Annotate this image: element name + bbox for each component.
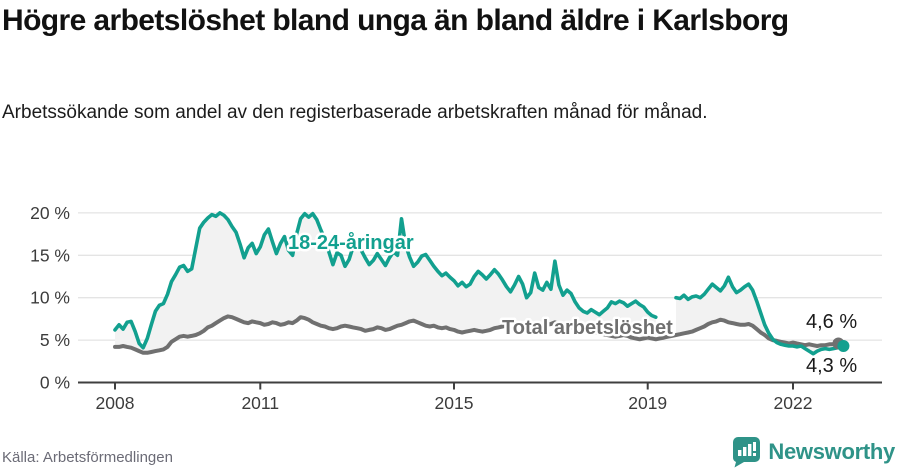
y-tick-label: 5 % (40, 330, 70, 350)
chart-subtitle: Arbetssökande som andel av den registerb… (2, 102, 708, 123)
x-tick-label: 2008 (96, 393, 135, 413)
total-series-label: Total arbetslöshet (502, 317, 673, 339)
newsworthy-logo: Newsworthy (731, 436, 895, 468)
bar-chart-speech-bubble-icon (733, 437, 761, 468)
end-value-label-total: 4,6 % (806, 311, 857, 333)
y-tick-label: 0 % (40, 373, 70, 393)
end-value-label-young: 4,3 % (806, 355, 857, 377)
x-tick-label: 2022 (774, 393, 813, 413)
y-tick-label: 10 % (30, 288, 70, 308)
x-tick-label: 2015 (435, 393, 474, 413)
x-tick-label: 2019 (628, 393, 667, 413)
young-series-label: 18-24-åringar (288, 231, 414, 254)
x-tick-label: 2011 (241, 393, 279, 413)
y-tick-label: 20 % (30, 203, 70, 223)
young-line (113, 211, 844, 356)
area-between-series (676, 277, 842, 354)
y-tick-label: 15 % (30, 245, 70, 265)
chart-title: Högre arbetslöshet bland unga än bland ä… (2, 4, 789, 37)
source-credit: Källa: Arbetsförmedlingen (2, 449, 173, 466)
total-line (113, 314, 844, 355)
young-end-dot (837, 340, 850, 353)
newsworthy-wordmark: Newsworthy (768, 439, 895, 464)
